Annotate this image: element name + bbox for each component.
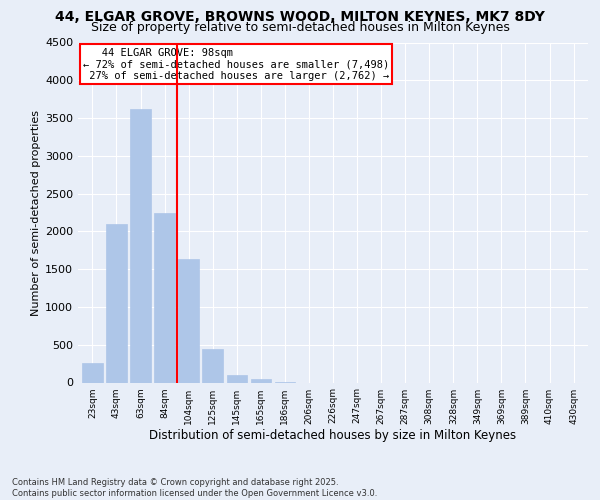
Bar <box>106 224 127 382</box>
X-axis label: Distribution of semi-detached houses by size in Milton Keynes: Distribution of semi-detached houses by … <box>149 430 517 442</box>
Bar <box>178 258 199 382</box>
Text: Contains HM Land Registry data © Crown copyright and database right 2025.
Contai: Contains HM Land Registry data © Crown c… <box>12 478 377 498</box>
Bar <box>82 364 103 382</box>
Text: 44 ELGAR GROVE: 98sqm
← 72% of semi-detached houses are smaller (7,498)
 27% of : 44 ELGAR GROVE: 98sqm ← 72% of semi-deta… <box>83 48 389 81</box>
Bar <box>202 350 223 382</box>
Text: 44, ELGAR GROVE, BROWNS WOOD, MILTON KEYNES, MK7 8DY: 44, ELGAR GROVE, BROWNS WOOD, MILTON KEY… <box>55 10 545 24</box>
Text: Size of property relative to semi-detached houses in Milton Keynes: Size of property relative to semi-detach… <box>91 21 509 34</box>
Bar <box>130 109 151 382</box>
Bar <box>154 214 175 382</box>
Y-axis label: Number of semi-detached properties: Number of semi-detached properties <box>31 110 41 316</box>
Bar <box>227 375 247 382</box>
Bar <box>251 379 271 382</box>
